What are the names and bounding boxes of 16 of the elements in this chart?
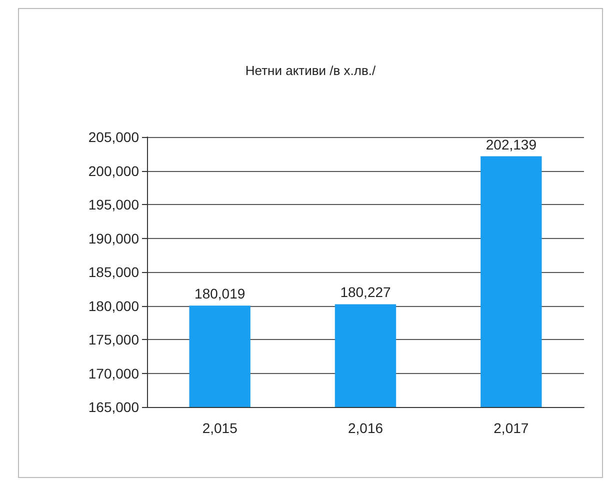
y-tick-label: 190,000 (88, 230, 140, 246)
y-tick-label: 180,000 (88, 298, 140, 314)
data-label: 202,139 (486, 136, 537, 152)
x-tick-label: 2,017 (494, 420, 529, 436)
data-label: 180,019 (194, 286, 246, 302)
x-tick-label: 2,016 (348, 420, 384, 436)
data-label: 180,227 (340, 284, 392, 300)
y-tick-label: 165,000 (88, 399, 140, 415)
chart-title: Нетни активи /в х.лв./ (245, 63, 376, 78)
y-tick-label: 170,000 (88, 365, 140, 382)
y-tick-label: 200,000 (88, 162, 140, 179)
y-tick-label: 195,000 (88, 196, 140, 212)
x-tick-label: 2,015 (202, 420, 238, 436)
y-tick-label: 205,000 (88, 129, 140, 145)
y-tick-label: 175,000 (88, 332, 140, 348)
y-tick-label: 185,000 (88, 264, 140, 280)
